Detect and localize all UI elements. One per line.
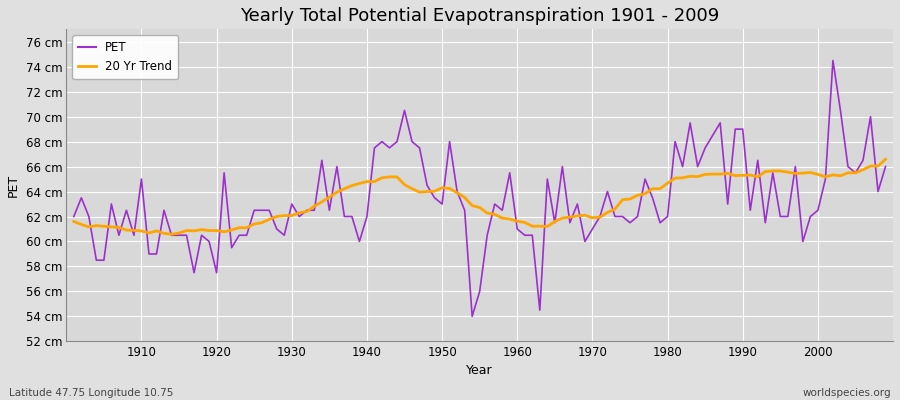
X-axis label: Year: Year bbox=[466, 364, 493, 377]
Y-axis label: PET: PET bbox=[7, 174, 20, 197]
Text: worldspecies.org: worldspecies.org bbox=[803, 388, 891, 398]
Legend: PET, 20 Yr Trend: PET, 20 Yr Trend bbox=[72, 35, 178, 79]
Text: Latitude 47.75 Longitude 10.75: Latitude 47.75 Longitude 10.75 bbox=[9, 388, 174, 398]
Title: Yearly Total Potential Evapotranspiration 1901 - 2009: Yearly Total Potential Evapotranspiratio… bbox=[240, 7, 719, 25]
